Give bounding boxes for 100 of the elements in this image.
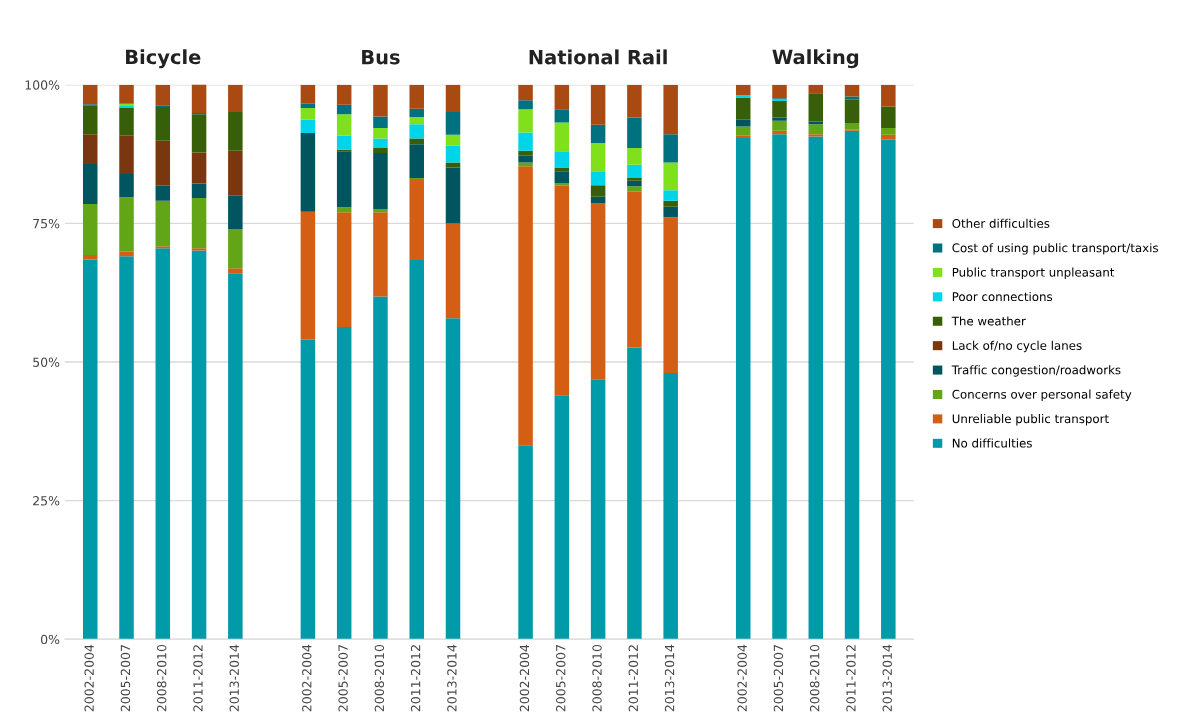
y-tick-label: 100%: [25, 80, 60, 90]
bar: [627, 148, 642, 165]
bar: [590, 143, 606, 172]
bar: [155, 185, 171, 201]
x-tick-label: 2002-2004: [737, 644, 747, 712]
bar: [663, 134, 678, 163]
bar: [300, 84, 316, 104]
bar: [228, 150, 243, 196]
bar: [373, 138, 388, 149]
bar: [228, 195, 243, 229]
bar: [772, 120, 787, 131]
bar: [590, 203, 606, 380]
x-tick-label: 2013-2014: [664, 644, 675, 712]
x-tick-label: 2013-2014: [882, 644, 892, 712]
bar: [336, 327, 352, 640]
bar: [191, 84, 207, 114]
bar: [772, 84, 787, 99]
bar: [119, 256, 134, 640]
bar: [119, 108, 134, 136]
bar: [445, 167, 461, 224]
bar: [228, 112, 243, 151]
bar: [663, 200, 678, 207]
bar: [735, 126, 751, 136]
bar: [663, 190, 678, 201]
bar: [119, 174, 134, 198]
bar: [228, 228, 243, 269]
bar: [808, 124, 824, 135]
bar: [191, 197, 207, 249]
bar: [336, 207, 352, 213]
x-tick-label: 2005-2007: [338, 645, 348, 712]
bar: [590, 84, 606, 125]
bar: [772, 100, 787, 118]
bar: [445, 84, 461, 113]
bar: [808, 93, 824, 122]
bar: [590, 124, 606, 144]
bar: [590, 171, 606, 186]
bar: [554, 84, 570, 110]
legend-label: Lack of/no cycle lanes: [952, 340, 1082, 353]
bar: [191, 114, 207, 153]
legend-label: The weather: [951, 316, 1026, 326]
bar: [881, 139, 896, 640]
bar: [590, 185, 606, 197]
bar: [445, 112, 461, 135]
bar: [554, 151, 570, 168]
bar: [554, 167, 570, 172]
bar: [409, 84, 424, 109]
bar: [627, 186, 642, 192]
bar: [336, 212, 352, 328]
bar: [82, 204, 98, 256]
bar: [445, 134, 461, 146]
legend-label: Cost of using public transport/taxis: [952, 243, 1158, 255]
x-tick-label: 2013-2014: [447, 644, 457, 712]
bar: [155, 248, 171, 640]
x-tick-label: 2002-2004: [84, 644, 94, 712]
bar: [772, 130, 787, 135]
bar: [844, 96, 860, 100]
x-tick-label: 2011-2012: [628, 645, 639, 712]
bar: [191, 248, 207, 251]
x-tick-label: 2002-2004: [302, 644, 312, 712]
bar: [663, 84, 678, 135]
x-tick-label: 2011-2012: [410, 645, 421, 712]
bar: [373, 148, 388, 154]
bar: [228, 268, 243, 274]
bar: [300, 119, 316, 134]
bar: [409, 138, 424, 145]
bar: [844, 123, 860, 130]
bar: [191, 152, 207, 184]
bar: [336, 84, 352, 105]
x-tick-label: 2013-2014: [229, 644, 239, 712]
bar: [409, 108, 424, 117]
legend-label: Unreliable public transport: [952, 414, 1109, 426]
bar: [119, 197, 134, 252]
bar: [336, 151, 352, 208]
bar: [373, 116, 388, 129]
x-tick-label: 2008-2010: [374, 644, 385, 712]
bar: [554, 171, 570, 183]
bar: [844, 130, 860, 640]
bar: [627, 347, 642, 640]
bar: [373, 296, 388, 640]
bar: [518, 155, 533, 163]
bar: [554, 185, 570, 396]
bar: [300, 339, 316, 640]
bar: [808, 136, 824, 640]
bar: [82, 84, 98, 105]
bar: [627, 180, 642, 187]
bar: [663, 217, 678, 374]
bar: [627, 117, 642, 149]
bar: [300, 133, 316, 212]
text: Bus: [362, 49, 400, 65]
legend-label: Other difficulties: [952, 218, 1050, 228]
bar: [336, 114, 352, 136]
bar: [445, 145, 461, 163]
bar: [735, 95, 751, 98]
bar: [518, 162, 533, 167]
bar: [373, 153, 388, 210]
bar: [336, 104, 352, 115]
bar: [518, 84, 533, 101]
bar: [808, 84, 824, 94]
bar: [844, 84, 860, 97]
text: National Rail: [529, 49, 667, 65]
